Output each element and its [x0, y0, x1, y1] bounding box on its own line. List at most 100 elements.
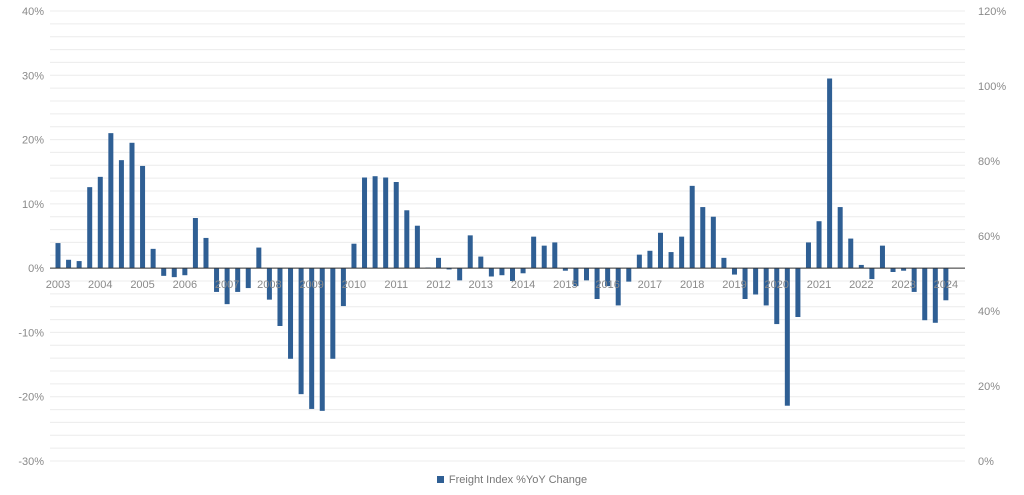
y-tick-label: -20%	[18, 392, 44, 404]
bar	[731, 268, 737, 275]
bar	[827, 78, 833, 269]
bar	[721, 257, 727, 269]
bar	[372, 176, 378, 269]
x-tick-label: 2014	[511, 279, 535, 291]
gridlines	[50, 10, 965, 462]
y-axis-left: -30% -20% -10% 0% 10% 20% 30% 40%	[18, 6, 44, 468]
bar	[784, 268, 790, 406]
x-tick-label: 2023	[891, 279, 915, 291]
x-tick-label: 2007	[215, 279, 239, 291]
bar	[414, 225, 420, 269]
y2-tick-label: 60%	[978, 231, 1000, 243]
bar	[689, 185, 695, 269]
bar	[256, 247, 262, 269]
bar	[520, 268, 526, 274]
legend-swatch	[436, 476, 444, 483]
bar	[531, 236, 537, 269]
y-tick-label: 30%	[22, 70, 44, 82]
x-tick-label: 2018	[680, 279, 704, 291]
bar	[171, 268, 177, 278]
bar	[203, 237, 209, 269]
bar	[383, 177, 389, 269]
bars	[55, 78, 949, 411]
y-tick-label: 10%	[22, 199, 44, 211]
bar	[668, 252, 674, 269]
bar	[647, 250, 653, 269]
y2-tick-label: 40%	[978, 306, 1000, 318]
bar	[753, 268, 759, 295]
bar	[478, 256, 484, 269]
x-tick-label: 2015	[553, 279, 577, 291]
bar	[340, 268, 346, 307]
bar	[763, 268, 769, 306]
bar	[869, 268, 875, 280]
bar	[319, 268, 325, 411]
bar	[710, 216, 716, 269]
y-tick-label: 40%	[22, 6, 44, 18]
bar	[615, 268, 621, 306]
bar	[140, 165, 146, 269]
bar	[499, 268, 505, 276]
bar	[214, 268, 220, 292]
bar	[446, 268, 452, 270]
bar	[879, 245, 885, 269]
bar	[266, 268, 272, 300]
y2-tick-label: 0%	[978, 456, 994, 468]
bar	[118, 160, 124, 269]
bar	[837, 207, 843, 269]
x-tick-label: 2006	[173, 279, 197, 291]
y-tick-label: 0%	[28, 263, 44, 275]
bar	[657, 232, 663, 269]
y2-tick-label: 100%	[978, 81, 1006, 93]
x-tick-label: 2010	[342, 279, 366, 291]
bar	[584, 268, 589, 281]
y-tick-label: -10%	[18, 327, 44, 339]
bar	[245, 268, 251, 289]
x-axis-labels: 2003 2004 2005 2006 2007 2008 2009 2010 2011 2012…	[46, 279, 958, 291]
bar	[605, 268, 611, 287]
bar	[922, 268, 928, 321]
x-tick-label: 2004	[88, 279, 112, 291]
bar	[108, 133, 114, 269]
bar	[911, 268, 917, 292]
x-tick-label: 2019	[722, 279, 746, 291]
x-tick-label: 2021	[807, 279, 831, 291]
bar	[288, 268, 294, 359]
bar	[192, 218, 198, 269]
bar	[573, 268, 579, 287]
x-tick-label: 2022	[849, 279, 873, 291]
bar	[594, 268, 600, 299]
y-tick-label: -30%	[18, 456, 44, 468]
bar	[457, 268, 463, 281]
bar	[436, 257, 442, 269]
bar	[404, 210, 410, 269]
bar	[129, 142, 135, 269]
bar	[76, 261, 82, 269]
bar	[330, 268, 336, 359]
bar	[795, 268, 801, 317]
x-tick-label: 2012	[426, 279, 450, 291]
bar	[700, 207, 706, 269]
bar	[97, 176, 103, 269]
bar	[943, 268, 949, 301]
x-tick-label: 2008	[257, 279, 281, 291]
bar	[932, 268, 938, 323]
bar	[55, 243, 61, 269]
bar	[351, 243, 357, 269]
bar	[858, 264, 864, 269]
bar	[161, 268, 167, 276]
bar	[309, 268, 315, 409]
bar	[298, 268, 304, 395]
legend: Freight Index %YoY Change	[0, 474, 1024, 486]
bar	[890, 268, 896, 272]
bar	[224, 268, 230, 305]
bar	[277, 268, 283, 326]
y-axis-right: 0% 20% 40% 60% 80% 100% 120%	[978, 6, 1006, 468]
bar	[510, 268, 516, 281]
x-tick-label: 2009	[299, 279, 323, 291]
x-tick-label: 2003	[46, 279, 70, 291]
bar	[393, 182, 399, 269]
x-tick-label: 2024	[934, 279, 958, 291]
freight-bar-chart: -30% -20% -10% 0% 10% 20% 30% 40% 0% 20% 40% 60% 80…	[18, 6, 1006, 468]
bar	[742, 268, 748, 299]
